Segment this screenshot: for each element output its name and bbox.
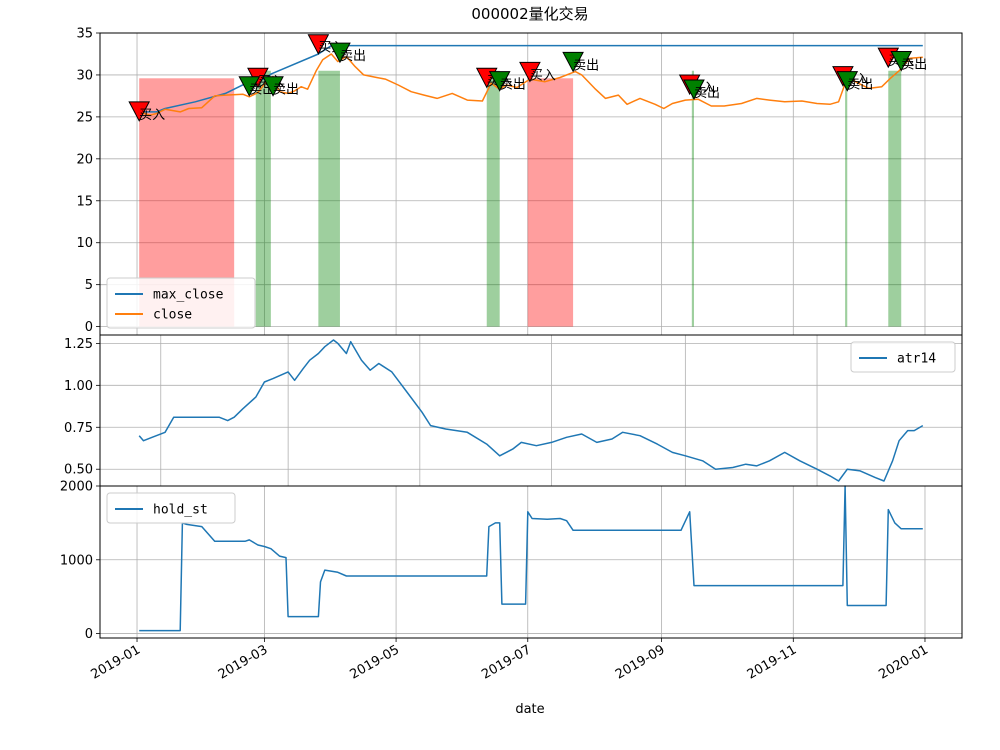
legend: atr14 xyxy=(850,341,956,373)
x-tick-label: 2020-01 xyxy=(876,642,931,682)
sell-marker xyxy=(890,51,913,72)
y-tick-label: 0 xyxy=(85,627,93,642)
y-tick-label: 30 xyxy=(76,68,93,83)
legend-box xyxy=(106,277,256,329)
sell-label: 卖出 xyxy=(340,49,366,64)
y-tick-label: 20 xyxy=(76,152,93,167)
sell-marker xyxy=(329,42,351,64)
legend-box xyxy=(850,341,956,373)
legend-box xyxy=(106,492,236,524)
y-tick-label: 1.25 xyxy=(64,337,93,352)
x-tick-label: 2019-07 xyxy=(479,642,534,682)
y-tick-label: 5 xyxy=(85,278,93,293)
buy-marker xyxy=(519,61,541,83)
y-tick-label: 2000 xyxy=(60,480,93,495)
x-axis-label: date xyxy=(515,702,544,717)
sell-marker xyxy=(562,51,584,73)
x-tick-label: 2019-09 xyxy=(613,642,668,682)
y-tick-label: 35 xyxy=(76,27,93,42)
sell-span xyxy=(255,70,271,327)
sell-label: 卖出 xyxy=(573,58,599,73)
sell-marker xyxy=(683,79,705,101)
x-tick-label: 2019-05 xyxy=(348,642,403,682)
sell-label: 卖出 xyxy=(500,78,526,93)
sell-span xyxy=(691,70,694,327)
x-tick-label: 2019-03 xyxy=(216,642,271,682)
sell-span xyxy=(486,70,500,327)
legend-label: max_close xyxy=(153,288,224,303)
y-tick-label: 25 xyxy=(76,110,93,125)
sell-marker xyxy=(836,71,859,92)
axes-frame xyxy=(99,334,963,487)
buy-label: 买入 xyxy=(139,108,165,123)
sell-span xyxy=(845,70,848,327)
y-tick-label: 1.00 xyxy=(64,379,93,394)
legend-label: atr14 xyxy=(897,352,936,367)
series-line-close xyxy=(138,53,923,116)
series-line-hold_st xyxy=(139,485,923,632)
sell-marker xyxy=(238,76,261,97)
chart-title: 000002量化交易 xyxy=(471,5,588,23)
buy-holding-span xyxy=(527,78,574,327)
price-panel: 05101520253035买入买入买入买入买入买入买入买入卖出卖出卖出卖出卖出… xyxy=(76,27,963,336)
buy-marker xyxy=(307,34,330,55)
legend: hold_st xyxy=(106,492,236,524)
legend-label: hold_st xyxy=(153,503,208,518)
y-tick-label: 10 xyxy=(76,236,93,251)
buy-marker xyxy=(128,101,151,122)
sell-marker xyxy=(488,71,511,92)
sell-label: 卖出 xyxy=(273,83,299,98)
x-tick-label: 2019-01 xyxy=(88,642,143,682)
sell-marker xyxy=(262,76,284,97)
y-tick-label: 0.50 xyxy=(64,463,93,478)
sell-label: 卖出 xyxy=(901,58,927,73)
y-tick-label: 0 xyxy=(85,320,93,335)
y-tick-label: 0.75 xyxy=(64,421,93,436)
sell-span xyxy=(318,70,340,327)
y-tick-label: 15 xyxy=(76,194,93,209)
sell-span xyxy=(888,70,902,327)
legend-label: close xyxy=(153,308,192,323)
sell-label: 卖出 xyxy=(694,86,720,101)
axes-frame xyxy=(99,485,963,639)
series-line-atr14 xyxy=(138,339,924,482)
date-axis: 2019-01 2019-03 2019-05 2019-07 2019-09 2019-… xyxy=(88,638,931,683)
y-tick-label: 1000 xyxy=(60,553,93,568)
sell-label: 卖出 xyxy=(847,78,873,93)
hold-panel: 0 1000 2000 hold_st xyxy=(60,480,963,642)
atr-panel: 0.50 0.75 1.00 1.25 atr14 xyxy=(64,334,963,487)
buy-label: 买入 xyxy=(530,68,556,83)
x-tick-label: 2019-11 xyxy=(745,642,800,682)
